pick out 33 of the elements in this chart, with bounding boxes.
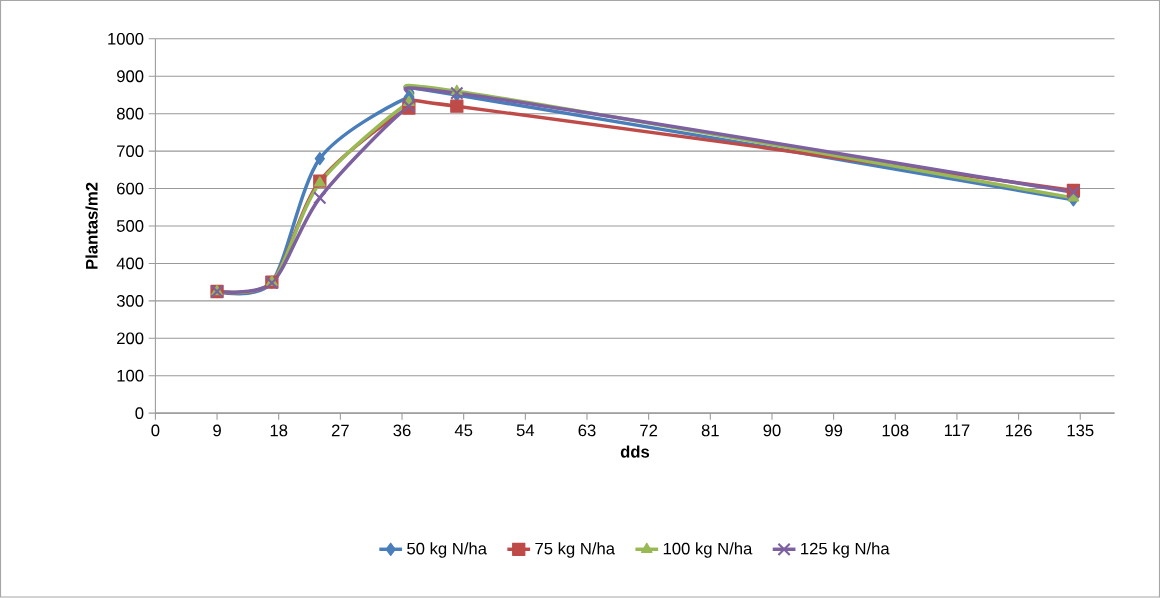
y-tick-label: 300 <box>116 295 144 307</box>
x-tick-label: 18 <box>270 424 288 437</box>
x-tick-label: 126 <box>1005 424 1032 437</box>
y-tick-label: 0 <box>135 407 144 420</box>
x-axis-title: dds <box>620 445 650 458</box>
x-tick-label: 117 <box>944 424 970 437</box>
x-tick-label: 27 <box>331 424 349 437</box>
x-tick-label: 72 <box>640 424 658 437</box>
x-tick-label: 135 <box>1067 424 1094 437</box>
x-tick-label: 99 <box>825 424 843 437</box>
x-tick-label: 45 <box>454 424 473 437</box>
x-tick-label: 90 <box>763 424 781 437</box>
y-tick-label: 500 <box>116 220 144 233</box>
x-tick-label: 63 <box>578 424 596 437</box>
legend-label: 125 kg N/ha <box>801 542 890 559</box>
x-tick-label: 9 <box>213 424 221 437</box>
y-tick-label: 200 <box>117 332 144 345</box>
y-tick-label: 600 <box>117 182 144 195</box>
x-tick-label: 108 <box>882 424 909 437</box>
y-tick-label: 1000 <box>108 33 144 45</box>
y-axis-title: Plantas/m2 <box>85 182 98 270</box>
legend-label: 50 kg N/ha <box>407 542 487 559</box>
y-tick-label: 800 <box>116 108 144 120</box>
legend-label: 75 kg N/ha <box>535 542 616 559</box>
x-tick-label: 54 <box>516 424 535 437</box>
y-tick-label: 100 <box>117 370 144 382</box>
legend-label: 100 kg N/ha <box>663 542 753 559</box>
x-tick-label: 36 <box>393 424 411 437</box>
x-tick-label: 81 <box>701 424 719 437</box>
x-tick-label: 0 <box>151 424 160 437</box>
y-tick-label: 400 <box>116 257 144 270</box>
y-tick-label: 700 <box>117 145 144 158</box>
y-tick-label: 900 <box>117 70 144 83</box>
